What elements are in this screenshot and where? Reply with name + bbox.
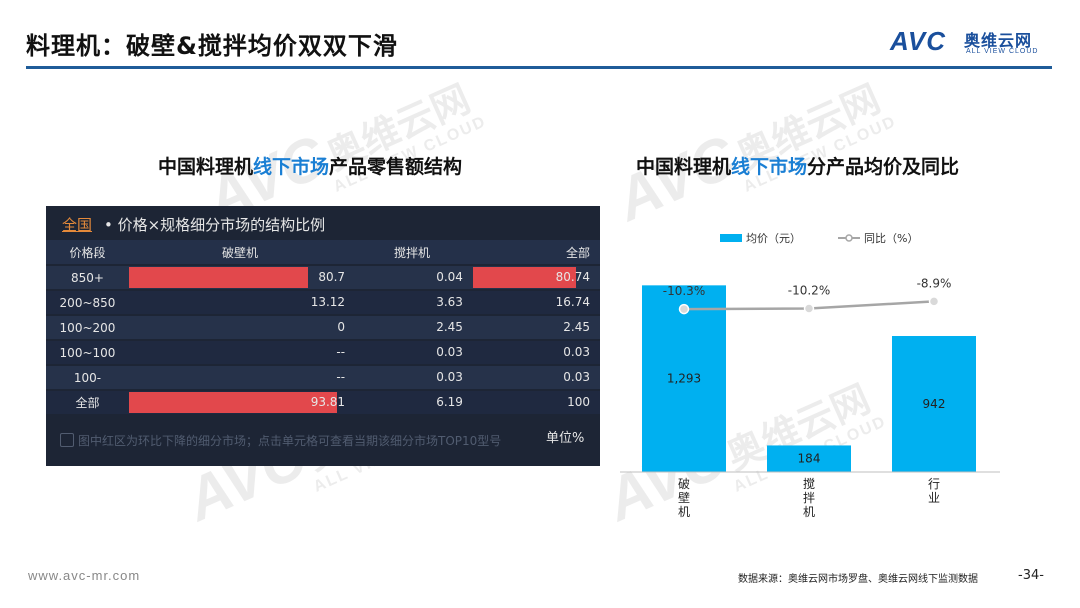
right-chart-title: 中国料理机线下市场分产品均价及同比 [636, 156, 960, 178]
cell-value: 0.03 [436, 345, 463, 359]
yoy-point [928, 296, 940, 307]
legend-label: 同比（%） [864, 232, 918, 245]
table-cell[interactable]: 0 [128, 314, 352, 340]
decline-highlight-bar [128, 267, 309, 288]
table-cell[interactable]: 80.74 [472, 264, 600, 290]
cell-value: 0.03 [436, 370, 463, 384]
table-cell[interactable]: 80.7 [128, 264, 352, 290]
avc-logo: AVC 奥维云网 ALL VIEW CLOUD [890, 26, 1060, 60]
x-tick-label: 破壁机 [678, 476, 690, 519]
table-cell[interactable]: 6.19 [351, 389, 473, 414]
table-cell[interactable]: 2.45 [472, 314, 600, 340]
header-divider [26, 66, 1052, 69]
decline-highlight-bar [128, 392, 338, 413]
cell-value: 2.45 [436, 320, 463, 334]
cell-value: 3.63 [436, 295, 463, 309]
row-label: 100- [46, 364, 129, 390]
footer-url[interactable]: www.avc-mr.com [28, 568, 141, 583]
table-row: 850+ 80.7 0.04 80.74 [46, 264, 600, 290]
unit-label: 单位% [546, 431, 585, 446]
panel-header: 全国 • 价格×规格细分市场的结构比例 [46, 206, 600, 240]
table-row: 200~850 13.12 3.63 16.74 [46, 289, 600, 315]
left-chart-title: 中国料理机线下市场产品零售额结构 [158, 156, 463, 178]
avg-price-chart: 均价（元） 同比（%） 1,293 184 942 -10.3% -10.2% -8.9% 破壁… [620, 232, 1000, 519]
table-cell[interactable]: 93.81 [128, 389, 352, 414]
cell-value: 80.74 [555, 270, 590, 284]
bar [642, 285, 726, 472]
table-note: 图中红区为环比下降的细分市场；点击单元格可查看当期该细分市场TOP10型号 [60, 432, 501, 449]
data-source: 数据来源：奥维云网市场罗盘、奥维云网线下监测数据 [738, 574, 978, 585]
table-cell[interactable]: -- [128, 364, 352, 390]
panel-subtitle: • 价格×规格细分市场的结构比例 [104, 216, 326, 234]
yoy-value-label: -10.3% [663, 284, 705, 298]
bar [767, 445, 851, 472]
column-header: 全部 [472, 240, 600, 265]
row-label: 100~200 [46, 314, 129, 340]
table-cell[interactable]: 0.03 [472, 339, 600, 365]
cell-value: 0 [337, 320, 346, 334]
row-label: 100~100 [46, 339, 129, 365]
legend-swatch-bar [720, 234, 742, 242]
bar-value-label: 942 [923, 397, 946, 411]
cell-value: -- [336, 370, 346, 384]
page-number: -34- [1018, 568, 1044, 583]
cell-value: 6.19 [436, 395, 463, 409]
table-cell[interactable]: 16.74 [472, 289, 600, 315]
cell-value: 0.03 [563, 370, 590, 384]
page-title: 料理机：破壁&搅拌均价双双下滑 [26, 32, 398, 60]
cell-value: 2.45 [563, 320, 590, 334]
logo-cn: 奥维云网 [964, 31, 1033, 50]
scope-link[interactable]: 全国 [62, 216, 93, 234]
table-row: 100- -- 0.03 0.03 [46, 364, 600, 390]
bar [892, 336, 976, 472]
cell-value: 13.12 [310, 295, 346, 309]
row-label: 全部 [46, 389, 129, 414]
logo-mark: AVC [890, 26, 946, 56]
logo-en: ALL VIEW CLOUD [966, 48, 1039, 55]
structure-table: 价格段 破壁机 搅拌机 全部 850+ 80.7 0.04 80.74 200~850 1… [46, 240, 600, 414]
table-cell[interactable]: 2.45 [351, 314, 473, 340]
yoy-value-label: -10.2% [788, 284, 830, 298]
bar-value-label: 184 [798, 452, 821, 466]
legend-label: 均价（元） [746, 232, 801, 245]
cell-value: 80.7 [318, 270, 346, 284]
table-cell[interactable]: 100 [472, 389, 600, 414]
table-cell[interactable]: 0.03 [472, 364, 600, 390]
yoy-point [803, 303, 815, 314]
column-header: 搅拌机 [351, 240, 473, 265]
table-cell[interactable]: -- [128, 339, 352, 365]
structure-table-panel: 全国 • 价格×规格细分市场的结构比例 价格段 破壁机 搅拌机 全部 850+ 8… [46, 206, 600, 466]
cell-value: -- [336, 345, 346, 359]
cell-value: 93.81 [310, 395, 346, 409]
cell-value: 0.03 [563, 345, 590, 359]
table-row: 全部 93.81 6.19 100 [46, 389, 600, 414]
bar-value-label: 1,293 [667, 372, 701, 386]
table-cell[interactable]: 3.63 [351, 289, 473, 315]
legend-marker [845, 234, 853, 242]
x-tick-label: 行业 [928, 477, 940, 505]
table-row: 100~100 -- 0.03 0.03 [46, 339, 600, 365]
yoy-value-label: -8.9% [917, 276, 952, 290]
table-header-row: 价格段 破壁机 搅拌机 全部 [46, 240, 600, 265]
table-cell[interactable]: 0.03 [351, 364, 473, 390]
note-icon [60, 433, 74, 447]
decline-highlight-bar [472, 267, 576, 288]
table-row: 100~200 0 2.45 2.45 [46, 314, 600, 340]
cell-value: 100 [567, 395, 590, 409]
column-header: 价格段 [46, 240, 129, 265]
row-label: 850+ [46, 264, 129, 290]
row-label: 200~850 [46, 289, 129, 315]
yoy-point [678, 303, 690, 315]
column-header: 破壁机 [128, 240, 352, 265]
cell-value: 0.04 [436, 270, 463, 284]
table-cell[interactable]: 13.12 [128, 289, 352, 315]
x-tick-label: 搅拌机 [803, 476, 815, 519]
cell-value: 16.74 [555, 295, 590, 309]
table-cell[interactable]: 0.03 [351, 339, 473, 365]
table-cell[interactable]: 0.04 [351, 264, 473, 290]
